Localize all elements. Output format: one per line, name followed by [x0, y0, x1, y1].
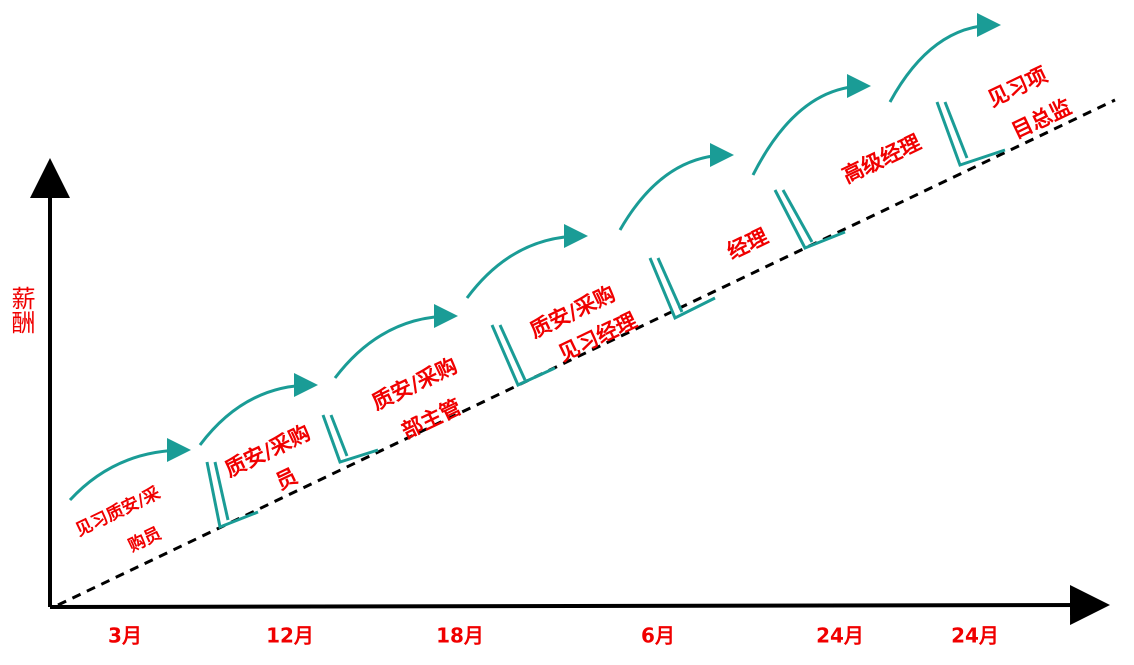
duration-label: 3月: [108, 624, 142, 648]
stage-label: 购员: [125, 523, 165, 557]
x-axis: [49, 585, 1110, 626]
stage-label: 见习项: [984, 63, 1051, 112]
duration-label: 24月: [816, 624, 864, 648]
duration-label: 12月: [266, 624, 314, 648]
arrows: [68, 13, 1001, 502]
stage-label: 质安/采购: [221, 420, 314, 481]
duration-label: 18月: [436, 624, 484, 648]
stage-label: 部主管: [398, 395, 465, 444]
steps: [205, 101, 1006, 530]
stage-label: 员: [272, 464, 301, 495]
y-axis-label: 薪酬: [7, 286, 35, 334]
duration-label: 6月: [641, 624, 675, 648]
duration-label: 24月: [951, 624, 999, 648]
stage-label: 高级经理: [839, 130, 925, 188]
stage-label: 经理: [723, 224, 771, 264]
